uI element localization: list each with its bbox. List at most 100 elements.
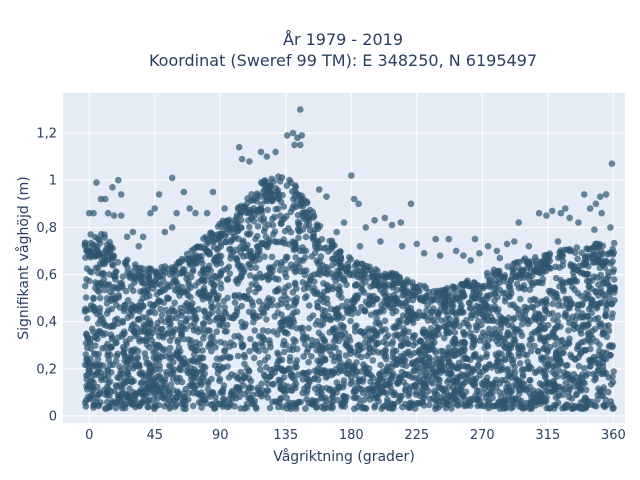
- scatter-point: [190, 351, 198, 358]
- scatter-point: [513, 280, 521, 288]
- scatter-point: [470, 286, 477, 293]
- scatter-point: [329, 285, 336, 293]
- scatter-point: [402, 288, 410, 296]
- scatter-point: [251, 257, 259, 265]
- scatter-point: [370, 272, 377, 280]
- scatter-point: [250, 313, 257, 321]
- scatter-point: [87, 302, 95, 309]
- scatter-point: [542, 298, 549, 306]
- scatter-point: [512, 304, 520, 312]
- scatter-point: [252, 195, 259, 202]
- scatter-point: [332, 335, 340, 343]
- scatter-point: [295, 371, 302, 378]
- scatter-point: [132, 403, 139, 411]
- scatter-point: [560, 287, 567, 295]
- scatter-point: [269, 273, 276, 281]
- scatter-point: [609, 373, 616, 381]
- scatter-point: [366, 263, 373, 271]
- scatter-point: [347, 380, 354, 388]
- scatter-point: [120, 379, 128, 387]
- scatter-point: [420, 250, 428, 257]
- scatter-point: [334, 396, 342, 404]
- scatter-point: [154, 372, 161, 380]
- scatter-point: [145, 403, 152, 411]
- scatter-point: [83, 276, 90, 283]
- scatter-point: [206, 250, 214, 258]
- scatter-point: [193, 382, 201, 389]
- scatter-point: [323, 295, 331, 303]
- scatter-point: [432, 405, 439, 413]
- scatter-point: [195, 306, 202, 313]
- scatter-point: [99, 260, 107, 268]
- scatter-point: [81, 361, 89, 369]
- scatter-point: [569, 404, 577, 412]
- scatter-point: [202, 269, 209, 277]
- scatter-point: [165, 329, 172, 337]
- scatter-point: [327, 305, 335, 313]
- scatter-point: [243, 404, 251, 412]
- scatter-point: [410, 367, 418, 375]
- scatter-point: [484, 398, 492, 405]
- scatter-point: [552, 274, 560, 282]
- scatter-point: [445, 344, 453, 351]
- scatter-point: [454, 375, 461, 383]
- scatter-point: [588, 277, 596, 284]
- scatter-point: [366, 334, 374, 341]
- scatter-point: [605, 343, 613, 350]
- scatter-point: [146, 292, 153, 300]
- scatter-point: [413, 240, 421, 248]
- scatter-point: [375, 282, 382, 290]
- x-tick-label: 90: [212, 428, 229, 443]
- scatter-point: [200, 320, 208, 327]
- scatter-point: [224, 219, 232, 227]
- scatter-point: [239, 239, 246, 246]
- scatter-point: [362, 308, 369, 315]
- scatter-point: [205, 391, 212, 398]
- scatter-point: [509, 316, 517, 324]
- scatter-point: [219, 364, 226, 372]
- scatter-point: [599, 290, 607, 298]
- scatter-point: [588, 356, 595, 364]
- scatter-point: [221, 304, 228, 311]
- scatter-point: [120, 349, 127, 356]
- scatter-point: [210, 243, 218, 251]
- scatter-point: [354, 382, 361, 390]
- scatter-point: [269, 221, 277, 229]
- scatter-point: [324, 372, 331, 380]
- scatter-point: [496, 312, 504, 320]
- scatter-point: [86, 335, 94, 342]
- scatter-point: [278, 261, 285, 269]
- scatter-point: [549, 300, 556, 308]
- scatter-point: [463, 280, 471, 288]
- scatter-point: [333, 389, 340, 396]
- scatter-point: [404, 318, 411, 325]
- scatter-point: [606, 287, 613, 295]
- scatter-point: [185, 358, 192, 366]
- scatter-point: [339, 323, 347, 330]
- scatter-point: [508, 387, 516, 395]
- scatter-point: [306, 315, 314, 322]
- scatter-point: [596, 347, 603, 355]
- scatter-point: [299, 336, 307, 343]
- scatter-point: [354, 395, 362, 402]
- scatter-point: [113, 339, 120, 347]
- scatter-point: [264, 387, 271, 394]
- scatter-point: [578, 339, 585, 346]
- scatter-point: [460, 338, 468, 346]
- scatter-point: [93, 252, 101, 259]
- scatter-point: [99, 269, 107, 277]
- scatter-point: [246, 230, 254, 237]
- scatter-point: [198, 367, 206, 375]
- scatter-point: [193, 390, 201, 397]
- scatter-point: [205, 262, 213, 270]
- scatter-point: [247, 251, 254, 259]
- scatter-point: [196, 326, 204, 333]
- scatter-point: [234, 205, 242, 213]
- scatter-point: [504, 328, 512, 336]
- scatter-point: [523, 317, 531, 324]
- scatter-point: [84, 393, 92, 401]
- scatter-point: [283, 132, 291, 139]
- scatter-point: [163, 368, 170, 376]
- scatter-point: [112, 276, 119, 283]
- scatter-point: [132, 396, 139, 404]
